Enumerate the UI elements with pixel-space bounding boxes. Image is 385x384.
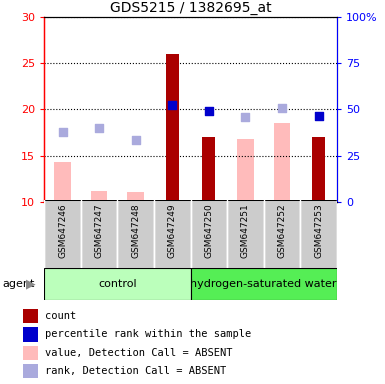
Bar [191,200,227,268]
Text: GSM647248: GSM647248 [131,204,140,258]
Bar [23,327,38,341]
Text: percentile rank within the sample: percentile rank within the sample [45,329,251,339]
Point [132,137,139,143]
Text: value, Detection Call = ABSENT: value, Detection Call = ABSENT [45,348,233,358]
Bar [127,192,144,202]
Bar [237,139,254,202]
Text: agent: agent [2,279,34,289]
Bar [264,200,300,268]
Bar [154,200,191,268]
Bar [203,137,215,202]
Bar [191,268,337,300]
Bar [23,309,38,323]
Point [316,113,322,119]
Bar [23,346,38,360]
Text: GSM647250: GSM647250 [204,204,213,258]
Bar [23,364,38,378]
Text: count: count [45,311,76,321]
Text: GSM647253: GSM647253 [314,204,323,258]
Text: ▶: ▶ [26,278,36,291]
Point [206,108,212,114]
Text: hydrogen-saturated water: hydrogen-saturated water [191,279,337,289]
Bar [274,123,290,202]
Bar [166,54,179,202]
Bar [81,200,117,268]
Text: control: control [98,279,137,289]
Bar [117,200,154,268]
Bar [300,200,337,268]
Bar [44,200,81,268]
Point [96,125,102,131]
Bar [44,268,191,300]
Bar [227,200,264,268]
Text: GSM647246: GSM647246 [58,204,67,258]
Text: GSM647249: GSM647249 [168,204,177,258]
Text: GSM647247: GSM647247 [95,204,104,258]
Bar [312,137,325,202]
Text: GSM647251: GSM647251 [241,204,250,258]
Point [243,114,249,120]
Point [279,104,285,111]
Point [169,102,176,108]
Bar [54,162,71,202]
Text: GSM647252: GSM647252 [278,204,286,258]
Point [59,129,65,136]
Title: GDS5215 / 1382695_at: GDS5215 / 1382695_at [110,1,271,15]
Text: rank, Detection Call = ABSENT: rank, Detection Call = ABSENT [45,366,226,376]
Bar [91,190,107,202]
